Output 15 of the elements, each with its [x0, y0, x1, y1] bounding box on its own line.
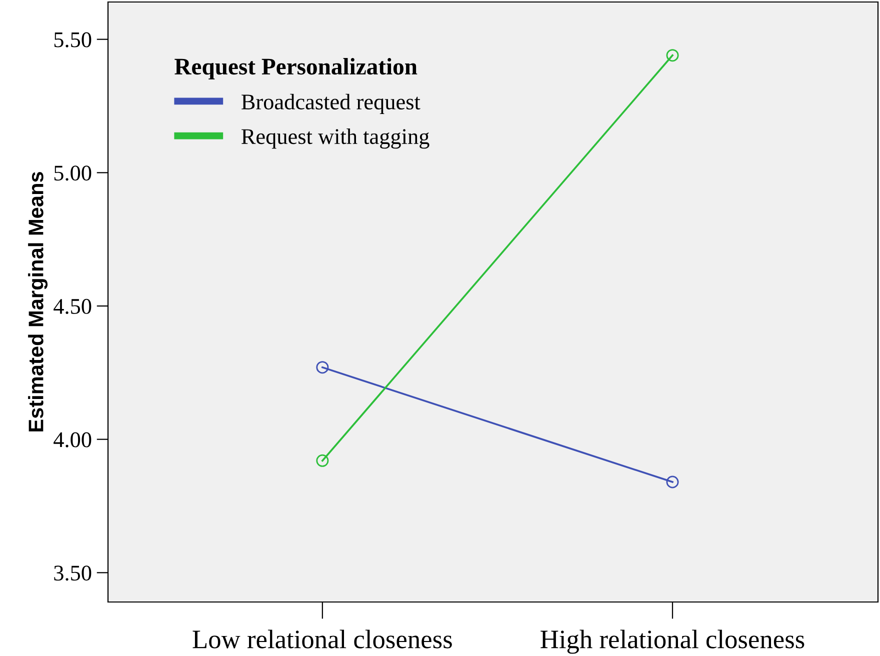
- y-tick-label: 5.50: [54, 32, 92, 48]
- x-tick-label: High relational closeness: [540, 630, 804, 654]
- y-tick-label: 4.00: [54, 432, 92, 448]
- legend-label: Broadcasted request: [242, 94, 420, 114]
- point: [316, 454, 329, 467]
- point: [666, 476, 679, 488]
- y-tick-label: 5.00: [54, 166, 92, 181]
- x-tick-label: Low relational closeness: [192, 630, 452, 648]
- y-axis-title: Estimated Marginal Means: [28, 172, 48, 432]
- legend-label: Request with tagging: [242, 128, 430, 149]
- legend-title: Request Personalization: [174, 58, 418, 80]
- point: [316, 361, 329, 374]
- point: [666, 49, 679, 62]
- y-tick-label: 4.50: [54, 298, 92, 314]
- y-tick-label: 3.50: [54, 566, 92, 581]
